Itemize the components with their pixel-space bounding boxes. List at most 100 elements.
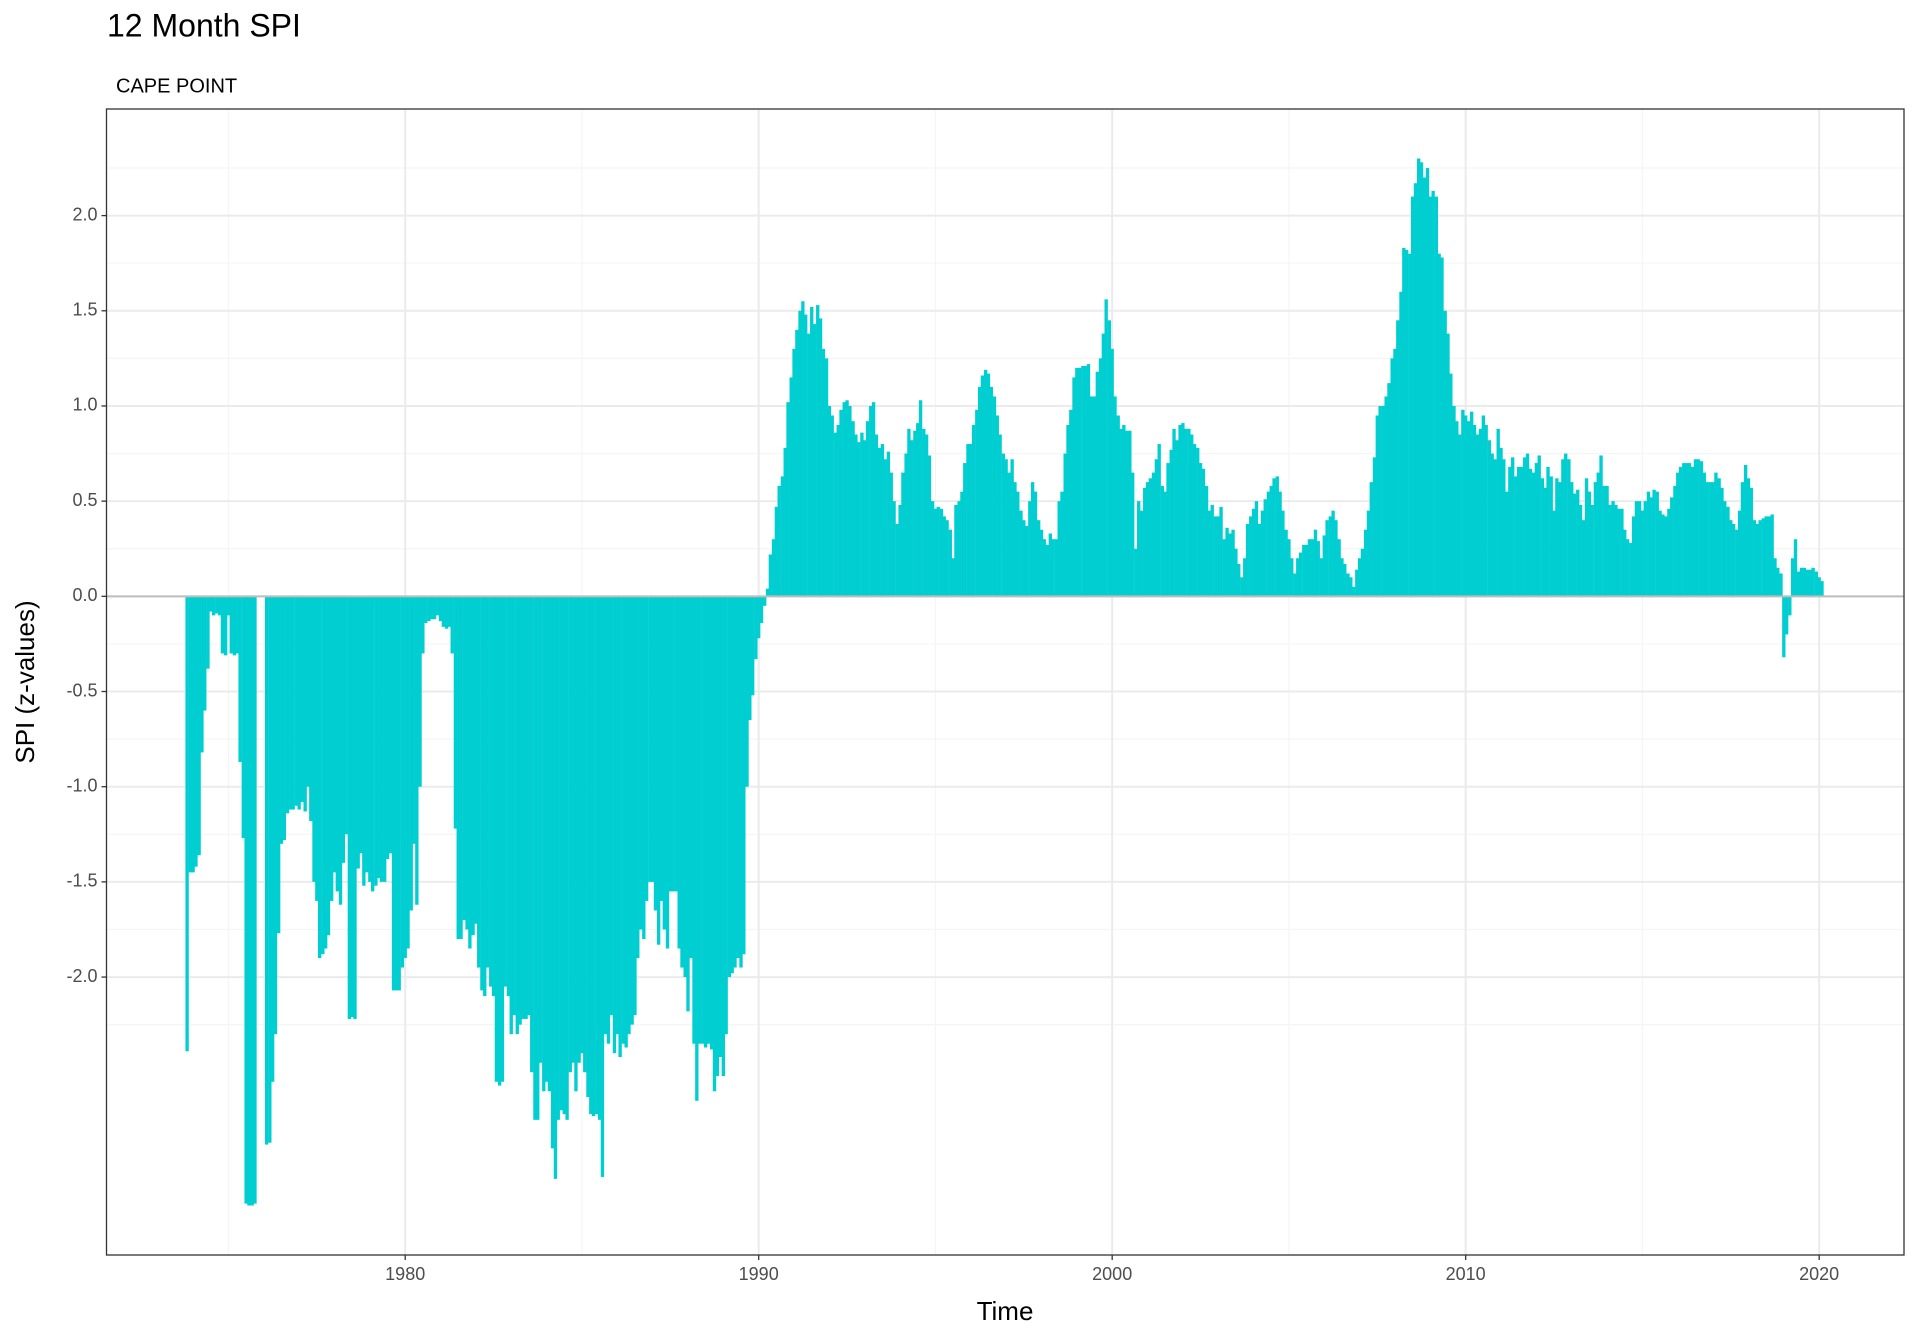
- bar: [589, 596, 593, 1115]
- bar: [503, 596, 507, 987]
- bar: [409, 596, 413, 911]
- bar: [1134, 548, 1138, 597]
- bar: [1260, 510, 1265, 597]
- bar: [1717, 478, 1721, 597]
- bar: [238, 596, 242, 762]
- bar: [1702, 472, 1706, 597]
- bar: [807, 333, 811, 597]
- bar: [1455, 421, 1459, 597]
- bar: [1066, 425, 1070, 597]
- bar: [1790, 558, 1795, 597]
- bar: [1204, 485, 1209, 597]
- bar: [1172, 428, 1176, 597]
- y-tick-label: 0.5: [72, 490, 97, 510]
- x-tick-label: 1980: [385, 1264, 425, 1284]
- bar: [400, 596, 405, 968]
- bar: [992, 396, 997, 597]
- bar: [786, 402, 790, 597]
- bar: [597, 596, 602, 1120]
- bar: [650, 596, 655, 882]
- bar: [1216, 516, 1220, 597]
- bar: [206, 596, 210, 669]
- bar: [659, 596, 664, 901]
- bar: [1196, 447, 1200, 597]
- bar: [736, 596, 740, 959]
- bar: [270, 596, 275, 1082]
- bar: [220, 596, 225, 654]
- bar: [506, 596, 511, 997]
- bar: [606, 596, 611, 1044]
- bar: [910, 440, 914, 597]
- bar: [247, 596, 251, 1206]
- bar: [754, 596, 758, 660]
- bar: [1331, 510, 1335, 597]
- bar: [1081, 365, 1085, 597]
- bar: [1169, 449, 1173, 597]
- bar: [1631, 516, 1636, 597]
- y-tick-label: 1.0: [72, 395, 97, 415]
- bar: [1578, 504, 1583, 597]
- bar: [1602, 485, 1606, 597]
- bar: [430, 596, 434, 620]
- bar: [1540, 478, 1545, 597]
- bar: [1502, 459, 1506, 597]
- bar: [303, 596, 307, 812]
- bar: [936, 506, 940, 597]
- bar: [980, 375, 985, 597]
- bar: [1125, 430, 1129, 597]
- bar: [904, 453, 908, 597]
- x-tick-label: 2010: [1446, 1264, 1486, 1284]
- bar: [1749, 487, 1753, 597]
- bar: [677, 596, 681, 949]
- bar: [1086, 364, 1091, 597]
- bar: [330, 596, 334, 901]
- bar: [294, 596, 298, 806]
- bar: [441, 596, 446, 627]
- bar: [600, 596, 605, 1177]
- bar: [1396, 320, 1400, 597]
- bar: [780, 476, 785, 597]
- bar: [818, 318, 823, 597]
- bar: [1505, 491, 1509, 597]
- bar: [1024, 525, 1029, 597]
- bar: [1290, 558, 1294, 597]
- bar: [1684, 463, 1689, 597]
- bar: [1614, 504, 1618, 597]
- bar: [1519, 466, 1524, 597]
- bar: [556, 596, 560, 1120]
- bar: [1307, 539, 1312, 597]
- bar: [383, 596, 387, 882]
- bar: [203, 596, 207, 711]
- bar: [385, 596, 390, 860]
- bar: [1298, 552, 1303, 597]
- bar: [1711, 482, 1715, 597]
- bar: [185, 596, 189, 1052]
- y-tick-label: 1.5: [72, 300, 97, 320]
- bar: [538, 596, 543, 1063]
- bar: [703, 596, 708, 1048]
- bar: [1428, 196, 1432, 597]
- bar: [1611, 501, 1615, 597]
- bar: [1334, 520, 1338, 597]
- bar: [1617, 508, 1621, 597]
- bar: [1726, 506, 1730, 597]
- bar: [1531, 472, 1536, 597]
- bar: [1655, 491, 1659, 597]
- bar: [642, 596, 646, 939]
- bar: [1761, 518, 1765, 597]
- bar: [1131, 472, 1135, 597]
- bar: [1537, 455, 1541, 597]
- bar: [326, 596, 331, 936]
- bar: [544, 596, 549, 1082]
- bar: [483, 596, 487, 997]
- bar: [459, 596, 463, 939]
- bar: [942, 516, 946, 597]
- bar: [1060, 491, 1064, 597]
- bar: [1570, 482, 1574, 597]
- bar: [768, 554, 773, 597]
- bar: [763, 596, 767, 606]
- bar: [804, 314, 808, 597]
- bar: [621, 596, 625, 1044]
- bar: [789, 377, 793, 597]
- bar: [1234, 548, 1238, 597]
